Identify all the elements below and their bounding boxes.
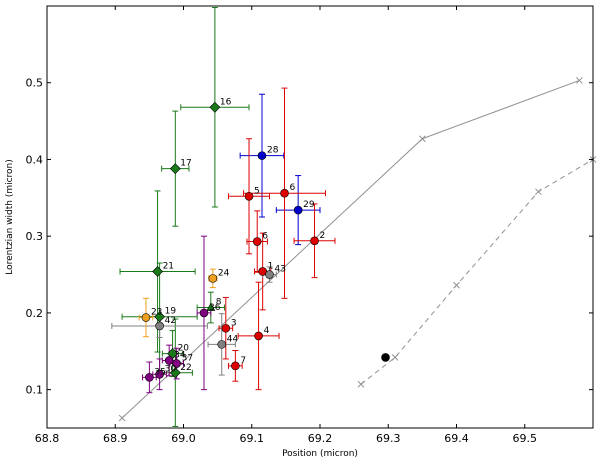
- point-marker-24: [208, 274, 218, 283]
- point-marker-4: [254, 331, 263, 341]
- point-label: 8: [216, 298, 222, 308]
- curve-x-marker: [419, 135, 426, 143]
- x-tick-label: 69.2: [308, 432, 333, 445]
- y-axis-ticks: 0.1 0.2 0.3 0.4 0.5: [26, 77, 593, 397]
- point-label: 36: [209, 303, 221, 313]
- point-label: 24: [218, 268, 230, 278]
- x-tick-label: 69.1: [240, 432, 265, 445]
- point-marker-5: [244, 191, 254, 201]
- point-label: 19: [165, 307, 177, 317]
- point-label: 6: [262, 232, 268, 242]
- point-label: 30: [165, 364, 177, 374]
- curve-x-marker: [453, 281, 460, 289]
- x-tick-label: 69.0: [171, 432, 196, 445]
- y-axis-label: Lorentzian width (micron): [5, 159, 15, 275]
- curve-x-marker: [575, 77, 583, 84]
- point-label: 17: [180, 159, 191, 169]
- point-label: 21: [163, 261, 174, 271]
- curve-x-marker: [535, 188, 542, 196]
- point-label: 42: [165, 316, 176, 326]
- point-marker-22: [169, 367, 181, 379]
- point-marker-42: [155, 321, 164, 331]
- point-label: 22: [180, 363, 191, 373]
- point-label: 23: [151, 308, 162, 318]
- point-label: 7: [240, 356, 246, 366]
- point-marker-7: [231, 361, 240, 371]
- point-label: 20: [178, 344, 190, 354]
- x-axis-label: Position (micron): [282, 449, 358, 459]
- point-label: 4: [264, 326, 270, 336]
- point-marker-8: [206, 302, 216, 311]
- point-marker-unlabeled: [381, 353, 390, 362]
- point-label: 29: [303, 200, 315, 210]
- point-marker-21: [152, 266, 163, 277]
- y-tick-label: 0.2: [26, 307, 44, 320]
- point-label: 1: [268, 261, 274, 271]
- point-label: 44: [227, 334, 239, 344]
- point-marker-35: [145, 373, 154, 382]
- point-marker-6: [252, 237, 262, 246]
- point-marker-6: [280, 188, 289, 198]
- point-marker-36: [199, 308, 209, 318]
- point-marker-34: [164, 356, 174, 365]
- x-tick-label: 68.8: [35, 432, 60, 445]
- y-tick-label: 0.5: [26, 77, 44, 90]
- point-label: 37: [182, 354, 193, 364]
- point-label: 43: [274, 265, 285, 275]
- point-marker-44: [217, 340, 227, 349]
- x-tick-label: 69.4: [444, 432, 469, 445]
- point-label: 2: [320, 231, 326, 241]
- point-label: 28: [267, 146, 279, 156]
- point-marker-3: [221, 323, 231, 333]
- point-marker-37: [172, 359, 181, 368]
- y-tick-label: 0.4: [26, 153, 44, 166]
- curve-x-marker: [391, 354, 399, 361]
- curve-x-marker: [118, 414, 126, 422]
- point-marker-17: [169, 163, 181, 175]
- x-tick-label: 68.9: [103, 432, 128, 445]
- point-label: 35: [154, 367, 165, 377]
- point-marker-28: [257, 151, 267, 160]
- y-tick-label: 0.1: [26, 384, 44, 397]
- point-label: 16: [220, 97, 232, 107]
- point-label: 34: [174, 350, 186, 360]
- x-axis-ticks: 68.8 68.9 69.0 69.1 69.2 69.3 69.4 69.5: [35, 6, 537, 445]
- point-marker-23: [141, 313, 151, 322]
- point-marker-43: [265, 270, 274, 279]
- point-label: 6: [290, 183, 296, 193]
- point-marker-2: [310, 236, 319, 246]
- point-marker-30: [155, 369, 164, 379]
- point-marker-29: [293, 205, 303, 215]
- curve-x-marker: [357, 380, 365, 388]
- x-tick-label: 69.3: [376, 432, 401, 445]
- x-tick-label: 69.5: [513, 432, 538, 445]
- point-label: 5: [254, 186, 260, 196]
- data-markers: [141, 101, 390, 382]
- y-tick-label: 0.3: [26, 230, 44, 243]
- point-marker-16: [209, 101, 221, 113]
- point-label: 3: [231, 318, 237, 328]
